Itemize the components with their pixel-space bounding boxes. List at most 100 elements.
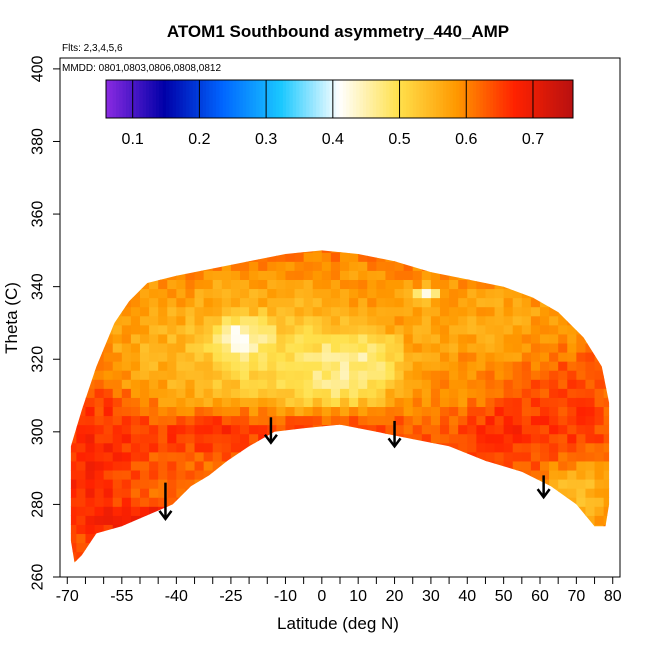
heatmap-cell xyxy=(212,279,223,290)
heatmap-cell xyxy=(594,361,605,371)
heatmap-cell xyxy=(594,560,605,563)
heatmap-cell xyxy=(140,370,150,380)
heatmap-cell xyxy=(70,469,77,480)
heatmap-cell xyxy=(167,551,177,562)
heatmap-cell xyxy=(194,488,205,498)
heatmap-cell xyxy=(603,560,610,563)
heatmap-cell xyxy=(485,460,496,471)
heatmap-cell xyxy=(167,451,177,462)
heatmap-cell xyxy=(230,252,241,262)
heatmap-cell xyxy=(130,250,141,253)
heatmap-cell xyxy=(158,524,168,535)
heatmap-cell xyxy=(258,406,268,417)
colorbar-swatch xyxy=(179,80,184,118)
heatmap-cell xyxy=(76,497,87,507)
heatmap-cell xyxy=(603,533,610,544)
heatmap-cell xyxy=(403,315,414,326)
heatmap-cell xyxy=(321,306,332,317)
heatmap-cell xyxy=(449,451,459,462)
heatmap-cell xyxy=(303,333,314,344)
heatmap-cell xyxy=(240,497,250,507)
heatmap-cell xyxy=(440,333,450,344)
heatmap-cell xyxy=(430,469,441,480)
heatmap-cell xyxy=(367,406,377,417)
heatmap-cell xyxy=(449,270,459,280)
heatmap-cell xyxy=(430,497,441,507)
heatmap-cell xyxy=(467,424,477,435)
heatmap-cell xyxy=(121,279,132,290)
heatmap-cell xyxy=(294,370,305,380)
heatmap-cell xyxy=(212,306,223,317)
heatmap-cell xyxy=(494,379,505,389)
heatmap-cell xyxy=(312,333,323,344)
heatmap-cell xyxy=(203,333,214,344)
heatmap-cell xyxy=(412,388,423,398)
heatmap-cell xyxy=(449,460,459,471)
heatmap-cell xyxy=(258,342,268,353)
heatmap-cell xyxy=(421,506,432,516)
heatmap-cell xyxy=(603,250,610,253)
heatmap-cell xyxy=(294,415,305,426)
heatmap-cell xyxy=(430,324,441,335)
heatmap-cell xyxy=(594,415,605,426)
heatmap-cell xyxy=(403,351,414,362)
heatmap-cell xyxy=(485,351,496,362)
heatmap-cell xyxy=(549,560,559,563)
y-tick-label: 300 xyxy=(30,418,47,445)
heatmap-cell xyxy=(285,306,296,317)
heatmap-cell xyxy=(349,497,359,507)
y-tick-label: 340 xyxy=(30,273,47,300)
heatmap-cell xyxy=(70,515,77,525)
heatmap-cell xyxy=(249,406,259,417)
colorbar-swatch xyxy=(129,80,134,118)
heatmap-cell xyxy=(421,460,432,471)
heatmap-cell xyxy=(521,415,532,426)
heatmap-cell xyxy=(549,551,559,562)
heatmap-cell xyxy=(467,270,477,280)
colorbar-swatch xyxy=(546,80,551,118)
heatmap-cell xyxy=(321,515,332,525)
heatmap-cell xyxy=(203,506,214,516)
heatmap-cell xyxy=(185,442,196,453)
heatmap-cell xyxy=(367,524,377,535)
heatmap-cell xyxy=(576,261,587,271)
heatmap-cell xyxy=(476,370,487,380)
heatmap-cell xyxy=(403,442,414,453)
heatmap-cell xyxy=(567,250,577,253)
heatmap-cell xyxy=(258,560,268,563)
heatmap-cell xyxy=(321,297,332,308)
heatmap-cell xyxy=(376,397,387,408)
heatmap-cell xyxy=(340,370,350,380)
heatmap-cell xyxy=(294,524,305,535)
heatmap-cell xyxy=(449,361,459,371)
heatmap-cell xyxy=(112,315,123,326)
heatmap-cell xyxy=(521,351,532,362)
heatmap-cell xyxy=(613,543,623,553)
heatmap-cell xyxy=(412,524,423,535)
colorbar-tick-label: 0.2 xyxy=(188,131,210,148)
colorbar-swatch xyxy=(419,80,424,118)
heatmap-cell xyxy=(149,250,159,253)
heatmap-cell xyxy=(258,533,268,544)
heatmap-cell xyxy=(240,460,250,471)
heatmap-cell xyxy=(312,506,323,516)
heatmap-cell xyxy=(594,306,605,317)
heatmap-cell xyxy=(394,524,405,535)
heatmap-cell xyxy=(494,542,505,553)
heatmap-cell xyxy=(567,506,577,516)
heatmap-cell xyxy=(440,424,450,435)
heatmap-cell xyxy=(285,270,296,280)
heatmap-cell xyxy=(585,542,596,553)
heatmap-cell xyxy=(521,306,532,317)
heatmap-cell xyxy=(85,333,96,344)
heatmap-cell xyxy=(503,460,514,471)
x-tick-label: 60 xyxy=(531,588,549,605)
heatmap-cell xyxy=(130,442,141,453)
heatmap-cell xyxy=(130,270,141,280)
heatmap-cell xyxy=(203,406,214,417)
heatmap-cell xyxy=(467,433,477,444)
colorbar-swatch xyxy=(436,80,441,118)
heatmap-cell xyxy=(367,297,377,308)
heatmap-cell xyxy=(176,524,187,535)
colorbar-tick-label: 0.7 xyxy=(522,131,544,148)
